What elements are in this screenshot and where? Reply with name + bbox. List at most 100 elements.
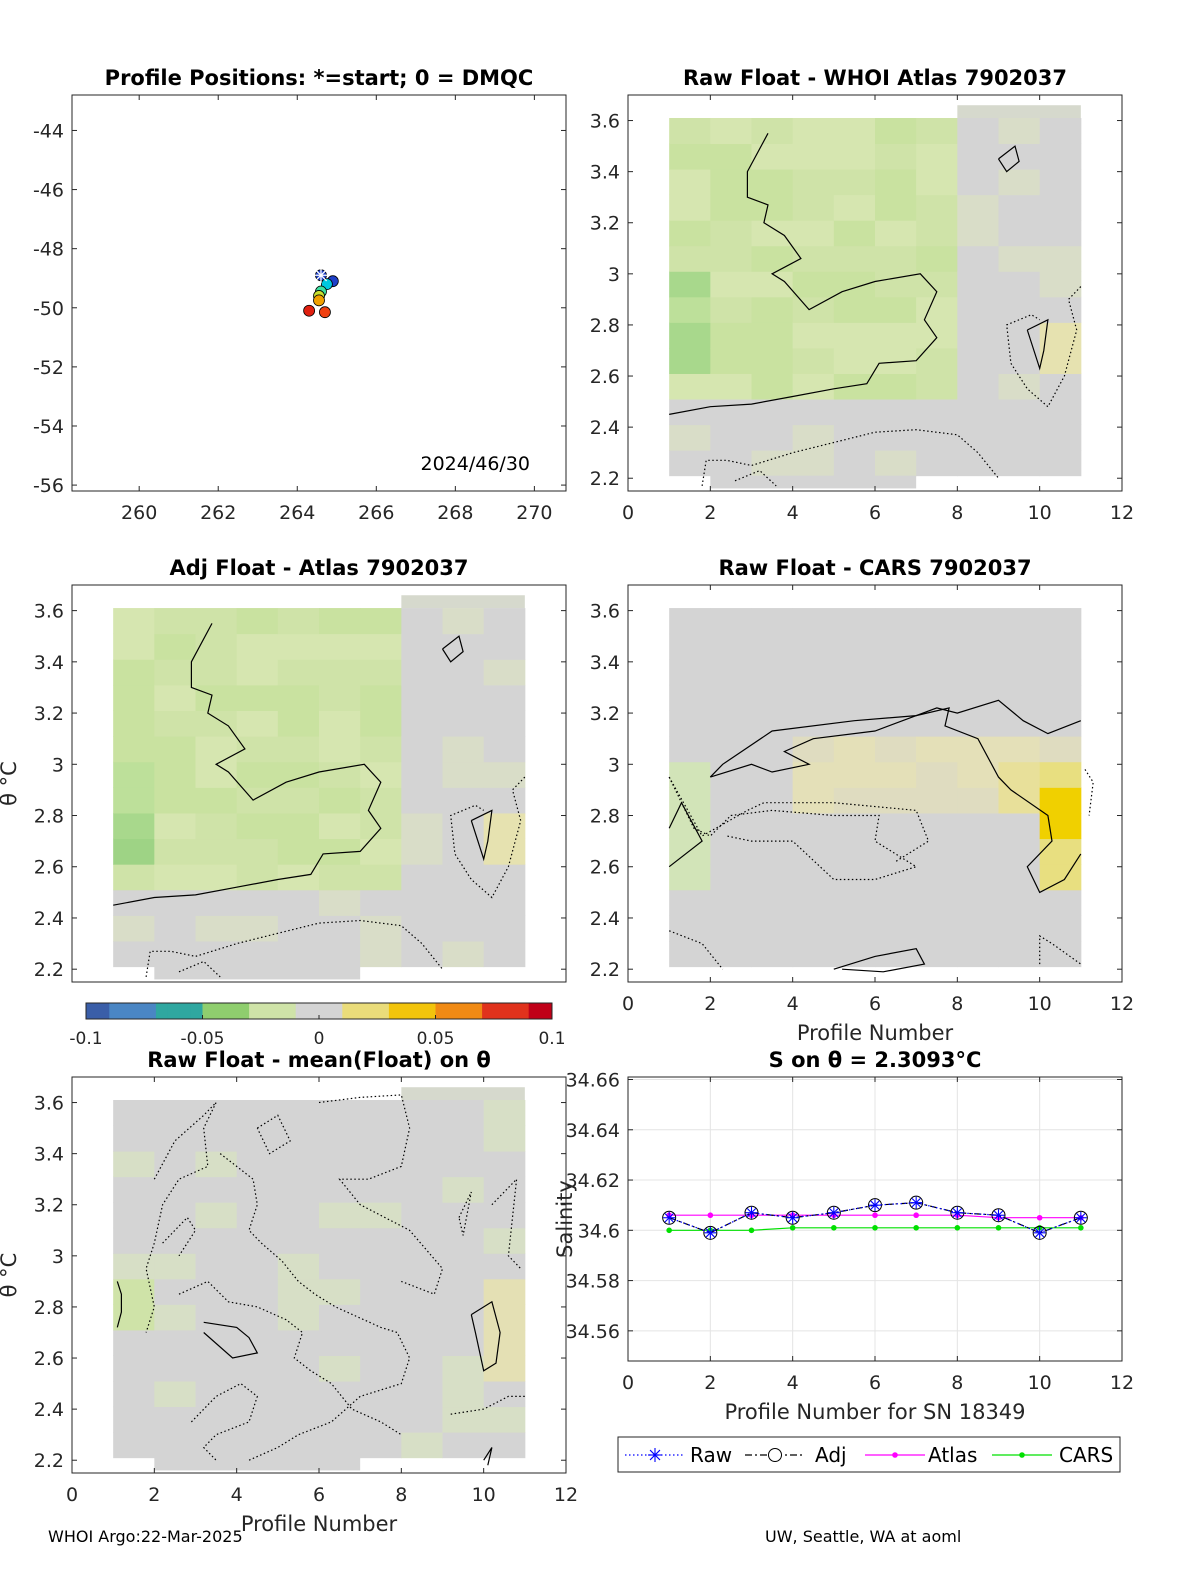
chart-title: Raw Float - mean(Float) on θ xyxy=(147,1048,491,1072)
y-tick-label: 3 xyxy=(52,1246,64,1268)
heatmap-cell xyxy=(236,1278,279,1305)
contour-line xyxy=(734,469,777,487)
heatmap-cell xyxy=(669,194,711,221)
heatmap-cell xyxy=(401,812,443,840)
series-point-adj xyxy=(1032,1225,1047,1240)
heatmap-cell xyxy=(442,1381,485,1408)
x-axis-label: Profile Number xyxy=(797,1021,954,1045)
heatmap-cell xyxy=(792,450,835,477)
heatmap-cell xyxy=(360,736,402,763)
heatmap-cell xyxy=(236,1381,279,1408)
heatmap-cell xyxy=(833,169,876,196)
contour-line xyxy=(1084,769,1094,816)
heatmap-cell xyxy=(916,347,958,374)
heatmap-cell xyxy=(875,761,917,788)
heatmap-cell xyxy=(236,1432,279,1459)
heatmap-cell xyxy=(483,659,526,686)
y-tick-label: 2.2 xyxy=(34,1450,64,1472)
series-point-raw xyxy=(1074,1211,1087,1224)
heatmap-cell xyxy=(751,838,794,865)
heatmap-cell xyxy=(113,633,155,660)
heatmap-cell xyxy=(710,684,752,712)
heatmap-cell xyxy=(833,373,876,400)
colorbar-segment xyxy=(307,1003,320,1019)
heatmap-cell xyxy=(751,633,794,660)
heatmap-cell xyxy=(833,889,876,916)
heatmap-cell xyxy=(442,608,485,635)
heatmap-cell xyxy=(710,347,752,374)
heatmap-cell xyxy=(319,1227,361,1254)
heatmap-cell xyxy=(998,941,1041,968)
heatmap-cell xyxy=(401,1151,443,1178)
heatmap-cell xyxy=(154,1355,196,1382)
contour-line xyxy=(1026,318,1049,371)
y-tick-label: 3.2 xyxy=(590,703,620,725)
heatmap-cell xyxy=(483,941,526,968)
heatmap-cell xyxy=(875,220,917,247)
heatmap-cell xyxy=(751,659,794,686)
heatmap-cell xyxy=(833,633,876,660)
heatmap-cell xyxy=(360,1329,402,1356)
heatmap-cell xyxy=(360,1278,402,1305)
y-tick-label: 2.8 xyxy=(590,806,620,828)
heatmap-cell xyxy=(669,322,711,349)
heatmap-cell xyxy=(236,889,279,916)
y-tick-label: 3.4 xyxy=(34,1144,64,1166)
heatmap-cell xyxy=(442,659,485,686)
heatmap-cell xyxy=(195,1381,238,1408)
chart-title: Adj Float - Atlas 7902037 xyxy=(169,556,468,580)
heatmap-cell xyxy=(113,941,155,968)
heatmap-cell xyxy=(195,1202,238,1229)
heatmap-cell xyxy=(401,1355,443,1382)
heatmap-cell xyxy=(277,838,320,865)
series-point-adj xyxy=(826,1205,841,1220)
heatmap-cell xyxy=(669,169,711,196)
heatmap-cell xyxy=(154,889,196,916)
colorbar-segment xyxy=(447,1003,460,1019)
y-tick-label: 3.2 xyxy=(34,703,64,725)
heatmap-cell xyxy=(792,608,835,635)
heatmap-cell xyxy=(792,761,835,788)
contour-line xyxy=(701,429,999,486)
heatmap-cell xyxy=(442,889,485,916)
heatmap-cell xyxy=(483,1227,526,1254)
heatmap-cell xyxy=(236,1304,279,1331)
heatmap-cell xyxy=(319,812,361,840)
heatmap-cell xyxy=(483,1151,526,1178)
heatmap-cell xyxy=(916,322,958,349)
x-tick-label: 10 xyxy=(1028,1372,1052,1394)
heatmap-cell xyxy=(875,941,917,968)
contour-line xyxy=(256,1114,291,1155)
heatmap-cell xyxy=(710,143,752,170)
heatmap-cell xyxy=(442,864,485,891)
heatmap-cell xyxy=(319,1329,361,1356)
y-tick-label: 3.4 xyxy=(590,652,620,674)
heatmap-cell xyxy=(442,1176,485,1203)
heatmap-cell xyxy=(195,1355,238,1382)
heatmap-cell xyxy=(442,633,485,660)
heatmap-cell xyxy=(483,710,526,737)
heatmap-cell xyxy=(483,1253,526,1280)
chart-title: Profile Positions: *=start; 0 = DMQC xyxy=(105,66,534,90)
heatmap-cell xyxy=(113,812,155,840)
heatmap-cell xyxy=(236,1151,279,1178)
x-tick-label: 4 xyxy=(787,993,799,1015)
chart-title: S on θ = 2.3093°C xyxy=(769,1048,982,1072)
heatmap-cell xyxy=(792,736,835,763)
heatmap-cell xyxy=(833,838,876,865)
contour-line xyxy=(833,948,926,973)
colorbar-segment xyxy=(400,1003,413,1019)
heatmap-cell xyxy=(916,117,958,145)
heatmap-cell xyxy=(401,1099,443,1127)
contour-line xyxy=(203,1321,259,1359)
x-tick-label: 2 xyxy=(704,502,716,524)
heatmap-cell xyxy=(319,1278,361,1305)
heatmap-cell xyxy=(916,838,958,865)
y-tick-label: 34.58 xyxy=(566,1271,620,1293)
heatmap-cell xyxy=(792,838,835,865)
heatmap-cell xyxy=(669,684,711,712)
heatmap-cell xyxy=(916,373,958,400)
heatmap-cell xyxy=(916,761,958,788)
heatmap-cell xyxy=(710,169,752,196)
heatmap-cell xyxy=(154,1381,196,1408)
